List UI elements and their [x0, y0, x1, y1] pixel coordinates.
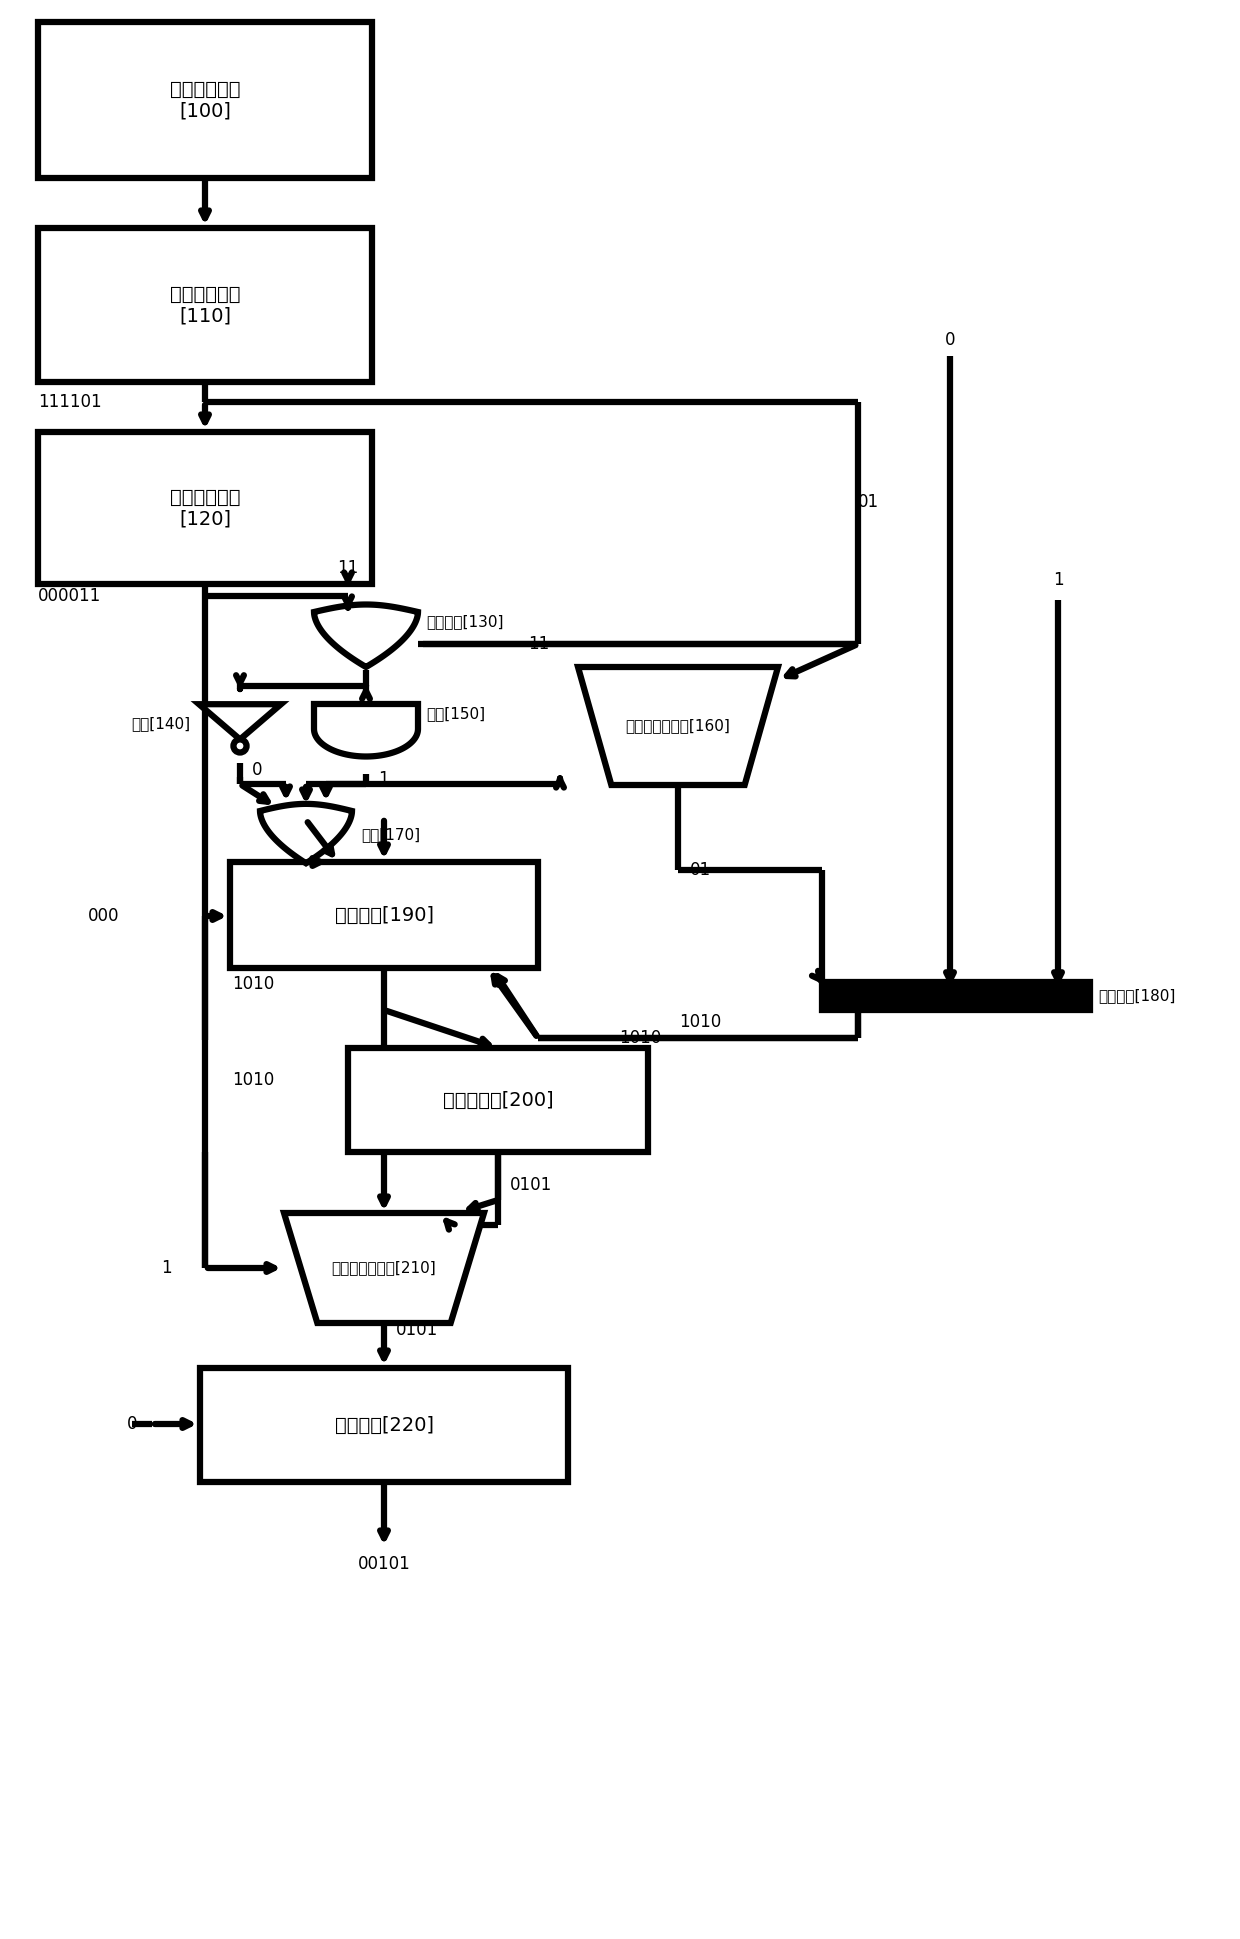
- Text: 第一多路选择器[160]: 第一多路选择器[160]: [625, 719, 730, 733]
- Polygon shape: [578, 667, 777, 785]
- Text: 000011: 000011: [38, 588, 102, 605]
- Text: 第二多路选择器[210]: 第二多路选择器[210]: [331, 1260, 436, 1276]
- Text: 1: 1: [378, 770, 388, 787]
- Text: 0101: 0101: [396, 1320, 438, 1340]
- Polygon shape: [284, 1214, 484, 1322]
- Polygon shape: [260, 805, 352, 863]
- Text: 1010: 1010: [678, 1012, 722, 1032]
- Text: 01: 01: [858, 493, 879, 512]
- Bar: [229, 863, 538, 968]
- Text: 0: 0: [252, 760, 263, 779]
- Text: 111101: 111101: [38, 394, 102, 411]
- Text: 非门[140]: 非门[140]: [131, 717, 190, 731]
- Polygon shape: [198, 704, 281, 739]
- Text: 00101: 00101: [357, 1555, 410, 1573]
- Text: 按位或门[130]: 按位或门[130]: [427, 615, 503, 630]
- Text: 11: 11: [528, 634, 549, 653]
- Text: 0: 0: [126, 1415, 138, 1433]
- Polygon shape: [314, 704, 418, 756]
- Bar: [38, 21, 372, 178]
- Bar: [38, 432, 372, 584]
- Text: 绝对值运算器
[120]: 绝对值运算器 [120]: [170, 487, 241, 529]
- Text: 额外移位器[200]: 额外移位器[200]: [443, 1090, 553, 1109]
- Polygon shape: [314, 605, 418, 667]
- Text: 或门[170]: 或门[170]: [361, 828, 420, 843]
- Text: 1010: 1010: [619, 1030, 661, 1047]
- Text: 输出单元[220]: 输出单元[220]: [335, 1415, 434, 1435]
- Text: 1010: 1010: [232, 975, 274, 993]
- Text: 0: 0: [945, 332, 955, 349]
- Text: 1: 1: [161, 1258, 172, 1278]
- Text: 与门[150]: 与门[150]: [427, 706, 485, 721]
- Text: 数据转换单元
[110]: 数据转换单元 [110]: [170, 285, 241, 326]
- Text: 数据获取单元
[100]: 数据获取单元 [100]: [170, 79, 241, 120]
- Text: 1010: 1010: [232, 1070, 274, 1090]
- Text: 0101: 0101: [510, 1175, 552, 1194]
- Text: 000: 000: [88, 907, 119, 925]
- Bar: [38, 229, 372, 382]
- Bar: [200, 1369, 568, 1481]
- Text: 右移位器[190]: 右移位器[190]: [335, 906, 434, 925]
- Bar: [822, 981, 1090, 1010]
- Bar: [348, 1047, 649, 1152]
- Text: 拼接单元[180]: 拼接单元[180]: [1097, 989, 1176, 1004]
- Text: 11: 11: [337, 558, 358, 578]
- Text: 1: 1: [1053, 570, 1064, 589]
- Text: 01: 01: [689, 861, 711, 878]
- Circle shape: [233, 739, 247, 752]
